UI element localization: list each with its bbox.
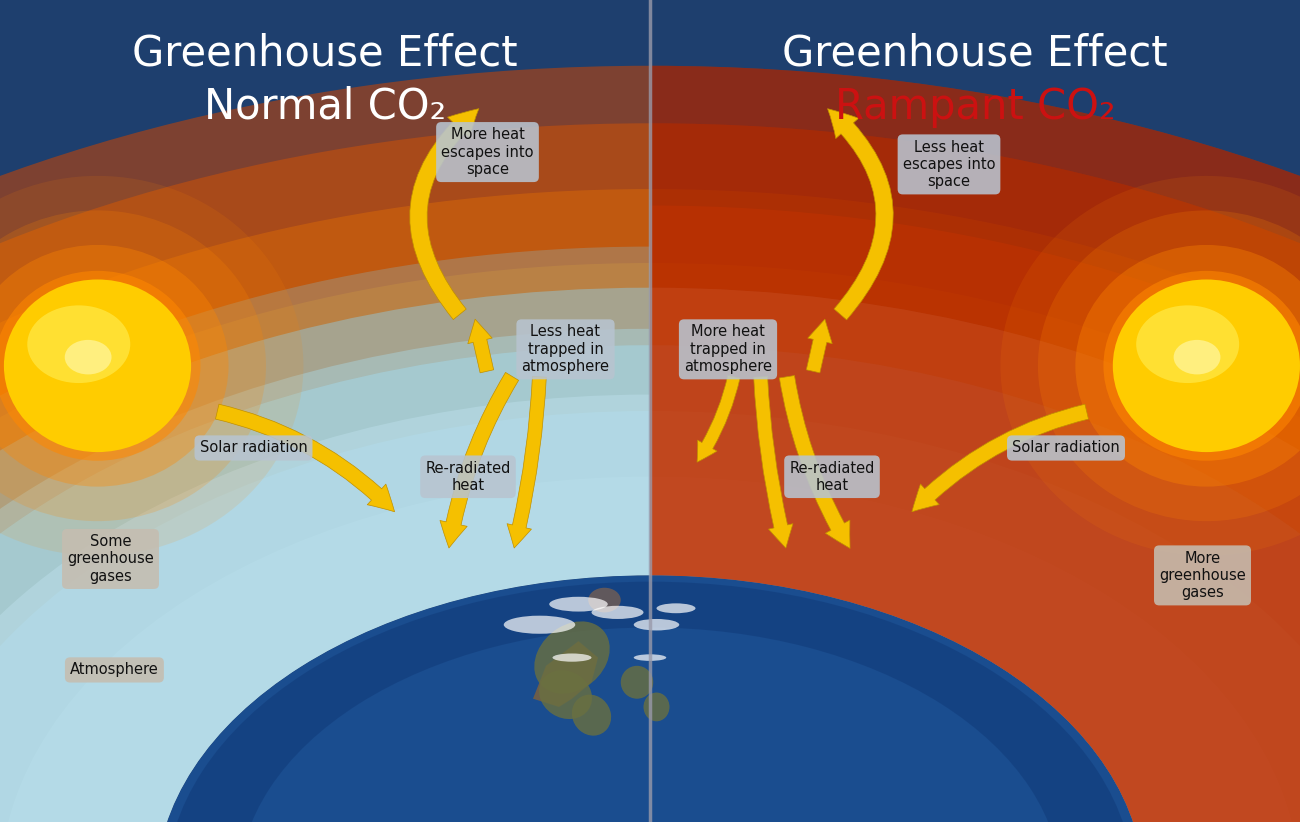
Ellipse shape	[552, 653, 592, 662]
Ellipse shape	[534, 621, 610, 694]
Wedge shape	[0, 288, 1300, 822]
Wedge shape	[650, 66, 1300, 822]
Ellipse shape	[644, 692, 670, 722]
Ellipse shape	[592, 606, 644, 619]
Text: Less heat
escapes into
space: Less heat escapes into space	[902, 140, 996, 189]
Ellipse shape	[572, 695, 611, 736]
Text: Greenhouse Effect: Greenhouse Effect	[783, 32, 1167, 75]
Text: Some
greenhouse
gases: Some greenhouse gases	[68, 534, 153, 584]
FancyArrowPatch shape	[410, 109, 478, 320]
Text: Atmosphere: Atmosphere	[70, 663, 159, 677]
Ellipse shape	[656, 603, 696, 613]
Wedge shape	[0, 123, 1300, 822]
Text: Re-radiated
heat: Re-radiated heat	[425, 460, 511, 493]
Ellipse shape	[540, 670, 592, 719]
Wedge shape	[0, 247, 650, 822]
FancyArrowPatch shape	[911, 404, 1088, 512]
Text: Greenhouse Effect: Greenhouse Effect	[133, 32, 517, 75]
Wedge shape	[0, 411, 1300, 822]
Ellipse shape	[65, 340, 112, 375]
Text: Rampant CO₂: Rampant CO₂	[835, 85, 1115, 128]
Ellipse shape	[4, 279, 191, 452]
Text: More heat
escapes into
space: More heat escapes into space	[441, 127, 534, 177]
Ellipse shape	[634, 619, 679, 630]
Ellipse shape	[0, 271, 200, 460]
FancyArrowPatch shape	[697, 376, 740, 462]
Ellipse shape	[1075, 245, 1300, 487]
Wedge shape	[650, 123, 1300, 822]
FancyArrowPatch shape	[828, 109, 893, 320]
Ellipse shape	[504, 616, 575, 634]
Text: More
greenhouse
gases: More greenhouse gases	[1160, 551, 1245, 600]
Ellipse shape	[0, 176, 303, 556]
Wedge shape	[0, 329, 650, 822]
FancyArrowPatch shape	[507, 376, 546, 548]
FancyArrowPatch shape	[439, 372, 519, 548]
Text: Re-radiated
heat: Re-radiated heat	[789, 460, 875, 493]
Ellipse shape	[1001, 176, 1300, 556]
Text: More heat
trapped in
atmosphere: More heat trapped in atmosphere	[684, 325, 772, 374]
FancyArrowPatch shape	[468, 319, 494, 373]
Text: Less heat
trapped in
atmosphere: Less heat trapped in atmosphere	[521, 325, 610, 374]
Wedge shape	[650, 288, 1300, 822]
Text: Normal CO₂: Normal CO₂	[204, 85, 446, 128]
Ellipse shape	[0, 210, 266, 521]
Wedge shape	[0, 477, 1300, 822]
Ellipse shape	[634, 654, 666, 661]
Polygon shape	[533, 641, 598, 707]
Ellipse shape	[27, 306, 130, 383]
Circle shape	[156, 575, 1144, 822]
Wedge shape	[0, 263, 1300, 822]
Ellipse shape	[1113, 279, 1300, 452]
Ellipse shape	[549, 597, 608, 612]
Ellipse shape	[588, 588, 621, 612]
Ellipse shape	[1136, 306, 1239, 383]
FancyArrowPatch shape	[806, 319, 832, 373]
Ellipse shape	[1104, 271, 1300, 460]
Ellipse shape	[1037, 210, 1300, 521]
Text: Solar radiation: Solar radiation	[200, 441, 307, 455]
Wedge shape	[650, 206, 1300, 822]
Ellipse shape	[0, 245, 229, 487]
FancyArrowPatch shape	[754, 376, 793, 548]
Ellipse shape	[1174, 340, 1221, 375]
Wedge shape	[0, 395, 650, 822]
Wedge shape	[0, 345, 1300, 822]
Text: Solar radiation: Solar radiation	[1013, 441, 1119, 455]
FancyArrowPatch shape	[780, 376, 850, 548]
Ellipse shape	[621, 666, 653, 699]
Wedge shape	[0, 66, 1300, 822]
FancyArrowPatch shape	[216, 404, 395, 512]
Wedge shape	[166, 582, 1134, 822]
Wedge shape	[0, 189, 1300, 822]
